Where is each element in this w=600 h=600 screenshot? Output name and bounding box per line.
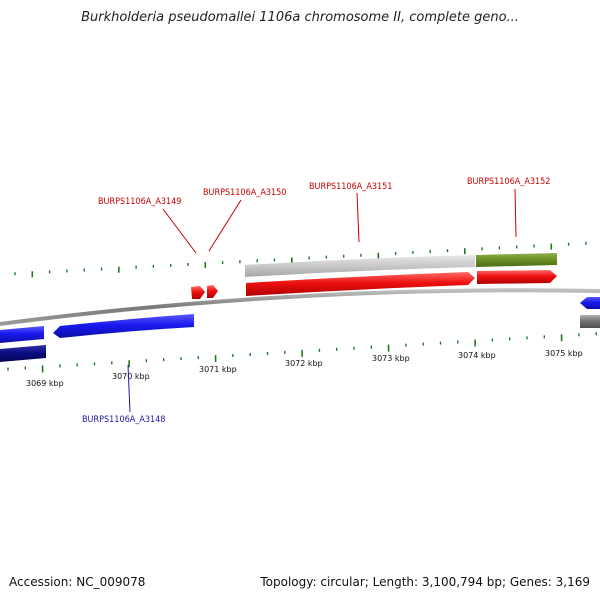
topology-summary: Topology: circular; Length: 3,100,794 bp… [260,575,590,589]
gene-A3151[interactable] [245,255,475,277]
locus-label-A3148[interactable]: BURPS1106A_A3148 [82,415,165,425]
scale-label: 3069 kbp [26,379,64,388]
scale-label: 3073 kbp [372,354,410,363]
cds-A3152[interactable] [477,270,557,284]
locus-label-A3151[interactable]: BURPS1106A_A3151 [309,182,392,192]
gene-left-edge[interactable] [0,345,46,362]
scale-label: 3070 kbp [112,372,150,381]
chromosome-backbone [0,288,600,326]
gene-right-edge[interactable] [580,315,600,328]
outer-tick-ring [14,241,587,278]
cds-right-edge[interactable] [580,297,600,309]
locus-label-A3149[interactable]: BURPS1106A_A3149 [98,197,181,207]
cds-A3149[interactable] [191,286,205,299]
leader-A3150 [208,199,242,252]
inner-tick-ring [7,332,597,373]
locus-label-A3152[interactable]: BURPS1106A_A3152 [467,177,550,187]
cds-A3148[interactable] [53,314,194,338]
accession-text: Accession: NC_009078 [9,575,146,589]
cds-A3151[interactable] [246,272,475,296]
scale-label: 3072 kbp [285,359,323,368]
leader-A3148 [127,364,131,413]
leader-A3149 [162,208,197,254]
leader-A3151 [356,192,360,243]
locus-label-A3150[interactable]: BURPS1106A_A3150 [203,188,286,198]
leader-A3152 [514,188,517,238]
cds-A3150[interactable] [207,285,218,298]
map-title: Burkholderia pseudomallei 1106a chromoso… [81,10,519,25]
cds-left-edge[interactable] [0,326,44,343]
forward-leader-lines [162,188,517,254]
scale-label: 3074 kbp [458,351,496,360]
gene-A3152[interactable] [476,253,557,267]
scale-label: 3071 kbp [199,365,237,374]
scale-label: 3075 kbp [545,349,583,358]
